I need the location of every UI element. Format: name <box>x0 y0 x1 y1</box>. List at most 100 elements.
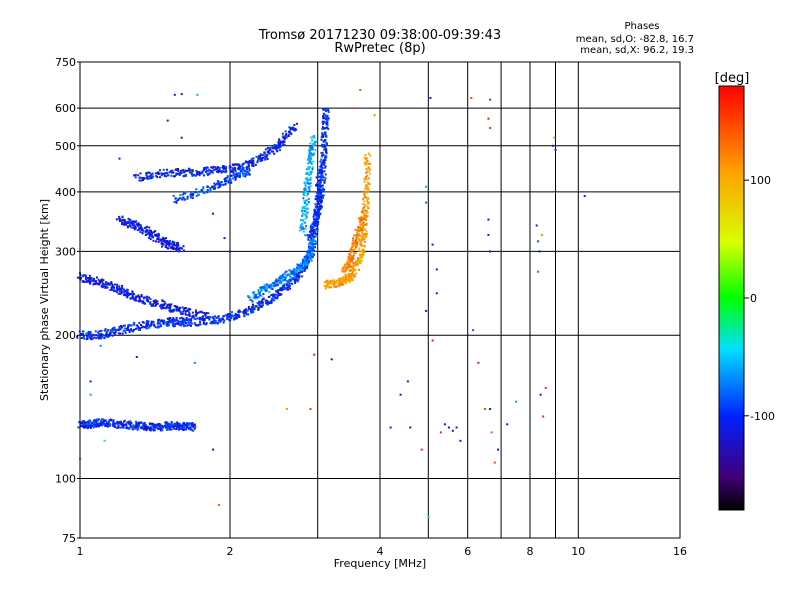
trace-point <box>136 324 139 327</box>
trace-point <box>162 168 165 171</box>
trace-point <box>289 131 292 134</box>
trace-point <box>223 166 226 169</box>
trace-point <box>293 274 296 276</box>
trace-point <box>302 191 305 194</box>
trace-point <box>313 210 316 213</box>
trace-point <box>134 176 137 179</box>
trace-point <box>294 282 297 284</box>
trace-point <box>251 309 254 312</box>
trace-point <box>308 234 311 237</box>
trace-point <box>172 321 174 324</box>
trace-point <box>133 228 136 231</box>
trace-point <box>214 316 217 319</box>
trace-point <box>313 214 316 217</box>
trace-point <box>98 330 101 333</box>
trace-point <box>90 276 93 279</box>
trace-point <box>304 184 307 187</box>
trace-point <box>161 424 164 427</box>
trace-point <box>101 418 104 421</box>
trace-point <box>86 423 89 426</box>
echo-trace <box>247 235 318 303</box>
trace-point <box>112 423 115 426</box>
trace-point <box>145 176 148 179</box>
trace-point <box>347 279 350 281</box>
trace-point <box>166 240 169 242</box>
trace-point <box>178 247 181 250</box>
trace-point <box>170 247 173 250</box>
trace-point <box>144 424 147 427</box>
trace-point <box>183 426 186 429</box>
trace-point <box>336 279 339 282</box>
trace-point <box>366 188 369 191</box>
trace-point <box>207 190 210 193</box>
x-tick-label: 2 <box>227 545 234 558</box>
trace-point <box>311 167 314 170</box>
trace-point <box>348 263 351 266</box>
trace-point <box>160 172 163 175</box>
trace-point <box>247 306 250 308</box>
trace-point <box>367 163 370 165</box>
trace-point <box>309 250 312 253</box>
trace-point <box>148 422 151 425</box>
trace-point <box>154 305 157 307</box>
trace-point <box>140 295 143 298</box>
trace-point <box>362 212 365 215</box>
trace-point <box>148 175 151 178</box>
trace-point <box>287 133 290 136</box>
trace-point <box>138 321 141 324</box>
echo-point <box>330 358 333 361</box>
trace-point <box>367 177 370 180</box>
trace-point <box>175 305 178 308</box>
trace-point <box>309 253 312 256</box>
trace-point <box>156 425 159 428</box>
echo-traces <box>76 107 372 432</box>
trace-point <box>353 268 356 271</box>
echo-point <box>389 426 392 429</box>
trace-point <box>308 248 311 251</box>
trace-point <box>263 287 266 290</box>
trace-point <box>308 243 311 246</box>
trace-point <box>236 175 239 178</box>
trace-point <box>166 428 169 431</box>
trace-point <box>195 314 198 317</box>
trace-point <box>246 170 249 173</box>
trace-point <box>94 283 97 285</box>
trace-point <box>191 197 194 200</box>
trace-point <box>320 136 323 139</box>
trace-point <box>307 197 310 200</box>
trace-point <box>150 422 152 425</box>
trace-point <box>164 302 167 305</box>
trace-point <box>360 218 363 221</box>
trace-point <box>279 280 282 283</box>
trace-point <box>181 312 184 315</box>
trace-point <box>172 175 175 178</box>
y-tick-label: 300 <box>55 245 76 258</box>
trace-point <box>85 426 88 429</box>
trace-point <box>165 175 168 178</box>
trace-point <box>250 158 253 161</box>
trace-point <box>141 229 144 232</box>
trace-point <box>102 279 105 282</box>
trace-point <box>309 155 312 158</box>
trace-point <box>332 283 335 286</box>
echo-point <box>193 361 196 364</box>
trace-point <box>322 140 325 143</box>
trace-point <box>312 248 315 251</box>
trace-point <box>160 241 163 244</box>
trace-point <box>303 261 306 264</box>
trace-point <box>184 428 187 431</box>
trace-point <box>306 264 309 267</box>
trace-point <box>316 202 319 205</box>
trace-point <box>195 188 198 191</box>
trace-point <box>159 305 161 308</box>
trace-point <box>112 328 115 331</box>
echo-point <box>180 93 183 96</box>
trace-point <box>319 194 322 197</box>
trace-point <box>150 229 152 232</box>
trace-point <box>322 196 324 199</box>
trace-point <box>105 286 107 289</box>
trace-point <box>116 328 119 331</box>
trace-point <box>164 421 167 424</box>
trace-point <box>90 335 93 338</box>
trace-point <box>128 331 131 333</box>
